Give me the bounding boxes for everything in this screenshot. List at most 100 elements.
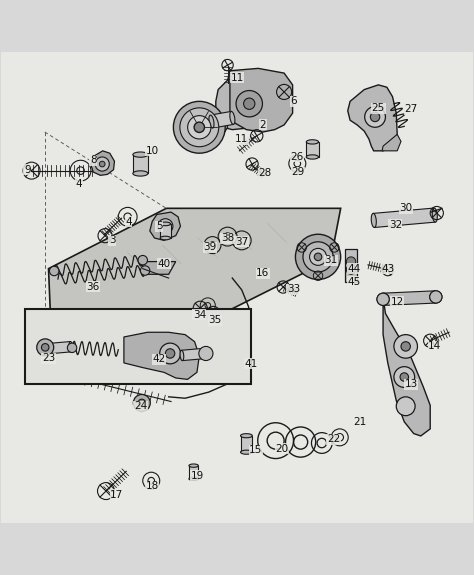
Polygon shape [182, 348, 206, 361]
Circle shape [100, 161, 105, 167]
Polygon shape [240, 436, 252, 452]
Circle shape [365, 106, 385, 127]
Text: 39: 39 [203, 243, 217, 252]
Circle shape [67, 343, 77, 352]
Text: 27: 27 [405, 105, 418, 114]
Circle shape [95, 157, 109, 171]
Ellipse shape [160, 236, 171, 240]
Circle shape [25, 359, 42, 376]
Circle shape [158, 218, 173, 234]
Polygon shape [210, 112, 234, 128]
Circle shape [295, 234, 341, 279]
Ellipse shape [69, 342, 73, 352]
Text: 17: 17 [110, 490, 123, 500]
Polygon shape [216, 71, 284, 129]
Circle shape [370, 112, 380, 122]
Circle shape [140, 266, 150, 275]
Text: 31: 31 [325, 255, 338, 265]
Text: 45: 45 [347, 277, 361, 287]
Circle shape [36, 339, 54, 356]
Text: 13: 13 [405, 379, 418, 389]
Text: 2: 2 [260, 120, 266, 130]
Polygon shape [48, 208, 341, 325]
Circle shape [377, 293, 389, 305]
Circle shape [138, 399, 146, 407]
Text: 19: 19 [191, 471, 203, 481]
Polygon shape [189, 466, 198, 479]
Text: 32: 32 [389, 220, 402, 230]
Circle shape [303, 242, 333, 272]
Text: 37: 37 [235, 237, 248, 247]
Circle shape [236, 90, 263, 117]
Circle shape [430, 291, 442, 303]
Text: 33: 33 [287, 285, 300, 294]
Polygon shape [91, 151, 115, 175]
Circle shape [314, 253, 322, 260]
Circle shape [394, 367, 415, 388]
Text: 4: 4 [125, 217, 132, 227]
Text: 9: 9 [24, 164, 31, 175]
Text: 23: 23 [42, 353, 55, 363]
Text: 38: 38 [221, 233, 234, 243]
Polygon shape [373, 208, 436, 228]
Text: 5: 5 [156, 221, 163, 231]
Ellipse shape [240, 434, 252, 438]
Ellipse shape [189, 477, 198, 481]
Ellipse shape [189, 464, 198, 467]
Ellipse shape [133, 171, 148, 176]
Polygon shape [178, 111, 228, 143]
Circle shape [430, 291, 442, 303]
Polygon shape [383, 291, 436, 305]
Text: 34: 34 [192, 310, 206, 320]
Circle shape [138, 255, 147, 265]
Text: 28: 28 [259, 168, 272, 178]
Ellipse shape [230, 112, 235, 124]
Ellipse shape [160, 222, 171, 226]
Circle shape [30, 364, 37, 371]
Circle shape [199, 346, 213, 361]
Text: 20: 20 [275, 444, 288, 454]
Circle shape [244, 98, 255, 109]
Bar [25, 309, 251, 384]
Circle shape [49, 266, 59, 276]
Text: 16: 16 [256, 269, 270, 278]
Text: 11: 11 [230, 73, 244, 83]
Text: 36: 36 [87, 282, 100, 292]
Text: 14: 14 [428, 342, 442, 351]
Ellipse shape [240, 450, 252, 454]
Text: 30: 30 [399, 204, 412, 213]
Circle shape [346, 265, 356, 274]
Ellipse shape [209, 115, 214, 128]
Polygon shape [306, 142, 319, 157]
Circle shape [400, 373, 409, 381]
Ellipse shape [43, 344, 47, 354]
Text: 15: 15 [249, 445, 263, 455]
Text: 29: 29 [292, 167, 305, 177]
Polygon shape [124, 332, 199, 380]
Text: 22: 22 [327, 434, 340, 444]
Text: 10: 10 [146, 146, 159, 156]
Text: 12: 12 [391, 297, 404, 306]
Polygon shape [150, 212, 181, 240]
Polygon shape [382, 135, 401, 151]
Circle shape [41, 344, 49, 351]
Ellipse shape [306, 140, 319, 144]
Circle shape [394, 335, 418, 358]
Text: 41: 41 [245, 359, 258, 369]
Polygon shape [348, 85, 397, 151]
Text: 11: 11 [235, 134, 248, 144]
Polygon shape [143, 262, 176, 274]
Polygon shape [383, 297, 430, 436]
Ellipse shape [306, 155, 319, 159]
Circle shape [173, 101, 225, 153]
Circle shape [401, 342, 410, 351]
Polygon shape [45, 342, 71, 354]
Ellipse shape [371, 213, 376, 228]
Text: 8: 8 [90, 155, 97, 165]
Text: 4: 4 [76, 179, 82, 189]
Text: 35: 35 [208, 316, 221, 325]
Text: 40: 40 [157, 259, 171, 269]
Text: 25: 25 [372, 104, 385, 113]
Ellipse shape [180, 350, 184, 361]
Circle shape [180, 108, 219, 147]
